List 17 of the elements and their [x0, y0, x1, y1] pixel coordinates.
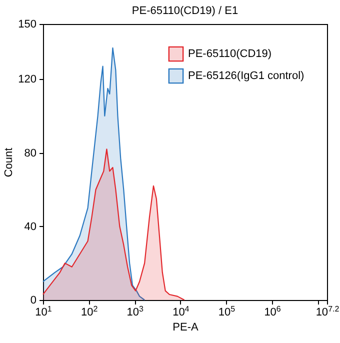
- x-tick-label: 10$^{2}$: [80, 304, 98, 318]
- y-tick-label: 120: [18, 74, 36, 86]
- x-tick-label: 10$^{5}$: [218, 304, 236, 318]
- legend-label: PE-65126(IgG1 control): [188, 70, 304, 82]
- x-tick-label: 10$^{3}$: [126, 304, 144, 318]
- x-tick-label: 10$^{4}$: [172, 304, 190, 318]
- y-tick-label: 0: [30, 294, 36, 306]
- y-tick-label: 150: [18, 18, 36, 30]
- x-tick-label: 10$^{7.2}$: [316, 304, 340, 318]
- y-tick-label: 40: [24, 220, 36, 233]
- x-axis-title: PE-A: [172, 322, 199, 334]
- y-tick-label: 80: [24, 147, 36, 160]
- x-tick-label: 10$^{6}$: [264, 304, 282, 318]
- legend-label: PE-65110(CD19): [188, 48, 272, 60]
- x-tick-label: 10$^{1}$: [35, 304, 52, 318]
- y-axis-title: Count: [3, 148, 16, 178]
- chart-title: PE-65110(CD19) / E1: [132, 5, 238, 17]
